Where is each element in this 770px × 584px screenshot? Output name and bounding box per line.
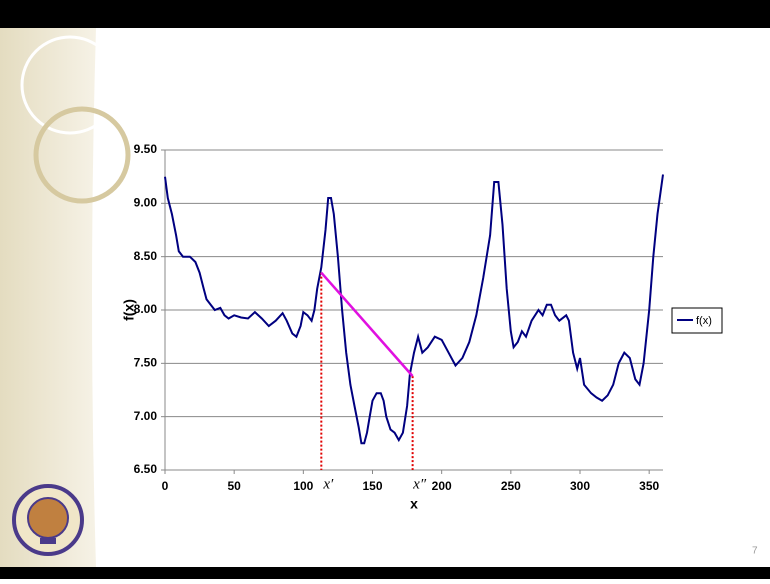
y-tick-label: 7.00	[134, 409, 158, 423]
top-bar	[0, 0, 770, 28]
marker-label: x″	[412, 476, 427, 492]
x-tick-label: 250	[501, 479, 521, 493]
bottom-bar	[0, 567, 770, 579]
x-axis-title: x	[410, 496, 418, 512]
page: 7 f(x) x 6.50 7.00 7.50 8.00 8.50 9.00 9.50 0 50…	[0, 0, 770, 579]
y-tick-label: 9.50	[134, 142, 158, 156]
x-tick-label: 200	[432, 479, 452, 493]
legend-label: f(x)	[696, 315, 712, 327]
slide: 7 f(x) x 6.50 7.00 7.50 8.00 8.50 9.00 9.50 0 50…	[0, 0, 770, 579]
y-tick-label: 7.50	[134, 356, 158, 370]
y-tick-label: 8.00	[134, 302, 158, 316]
y-tick-label: 8.50	[134, 249, 158, 263]
x-tick-label: 300	[570, 479, 590, 493]
x-tick-label: 0	[162, 479, 169, 493]
x-tick-label: 50	[227, 479, 241, 493]
x-tick-label: 350	[639, 479, 659, 493]
marker-label: x′	[322, 476, 334, 492]
page-number: 7	[752, 546, 758, 557]
y-tick-label: 9.00	[134, 196, 158, 210]
x-tick-label: 100	[293, 479, 313, 493]
logo	[14, 486, 82, 554]
y-tick-label: 6.50	[134, 462, 158, 476]
x-tick-label: 150	[362, 479, 382, 493]
